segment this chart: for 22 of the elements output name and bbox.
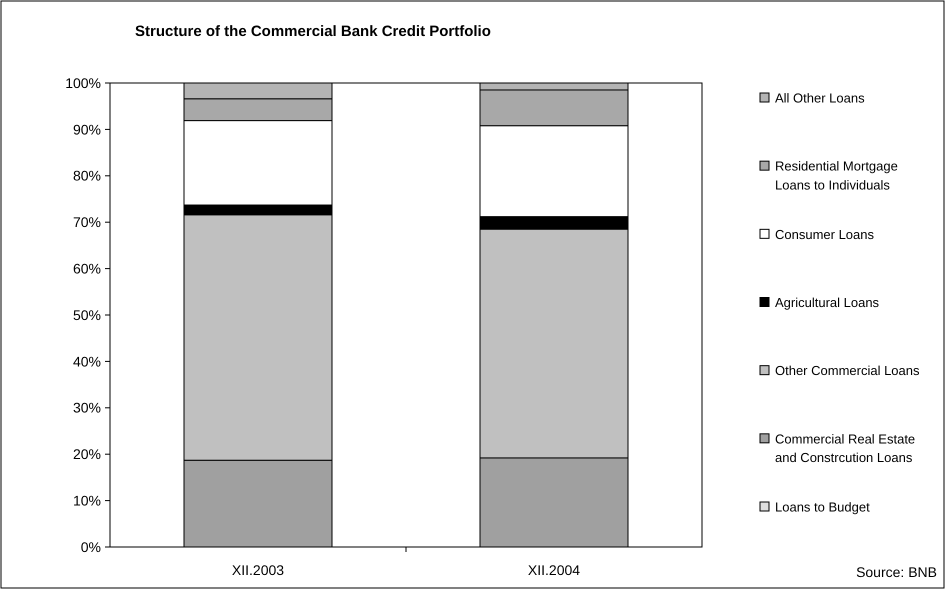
legend-label: Loans to Budget [775,500,870,515]
y-tick-label: 10% [72,492,101,508]
legend-label: Agricultural Loans [775,295,880,310]
source-note: Source: BNB [856,564,937,580]
y-tick-label: 30% [72,400,101,416]
y-tick-label: 100% [65,74,101,91]
y-tick-label: 60% [72,260,101,276]
x-tick-label: XII.2004 [528,562,580,578]
legend-label: Other Commercial Loans [775,363,920,378]
y-tick-label: 40% [72,353,101,370]
y-tick-label: 50% [72,306,101,323]
chart-title: Structure of the Commercial Bank Credit Portfolio [135,23,491,40]
legend-label: Residential Mortgage Loans to Individuals [775,158,898,193]
y-tick-label: 70% [72,214,101,230]
y-tick-label: 20% [72,446,101,462]
x-tick-label: XII.2003 [232,562,284,578]
legend-label: All Other Loans [775,90,866,106]
legend-label: Consumer Loans [775,226,874,242]
y-tick-label: 80% [72,168,101,184]
y-tick-label: 90% [72,121,101,138]
y-tick-label: 0% [80,538,101,555]
legend-label: Commercial Real Estate and Constrcution Loans [775,431,916,466]
